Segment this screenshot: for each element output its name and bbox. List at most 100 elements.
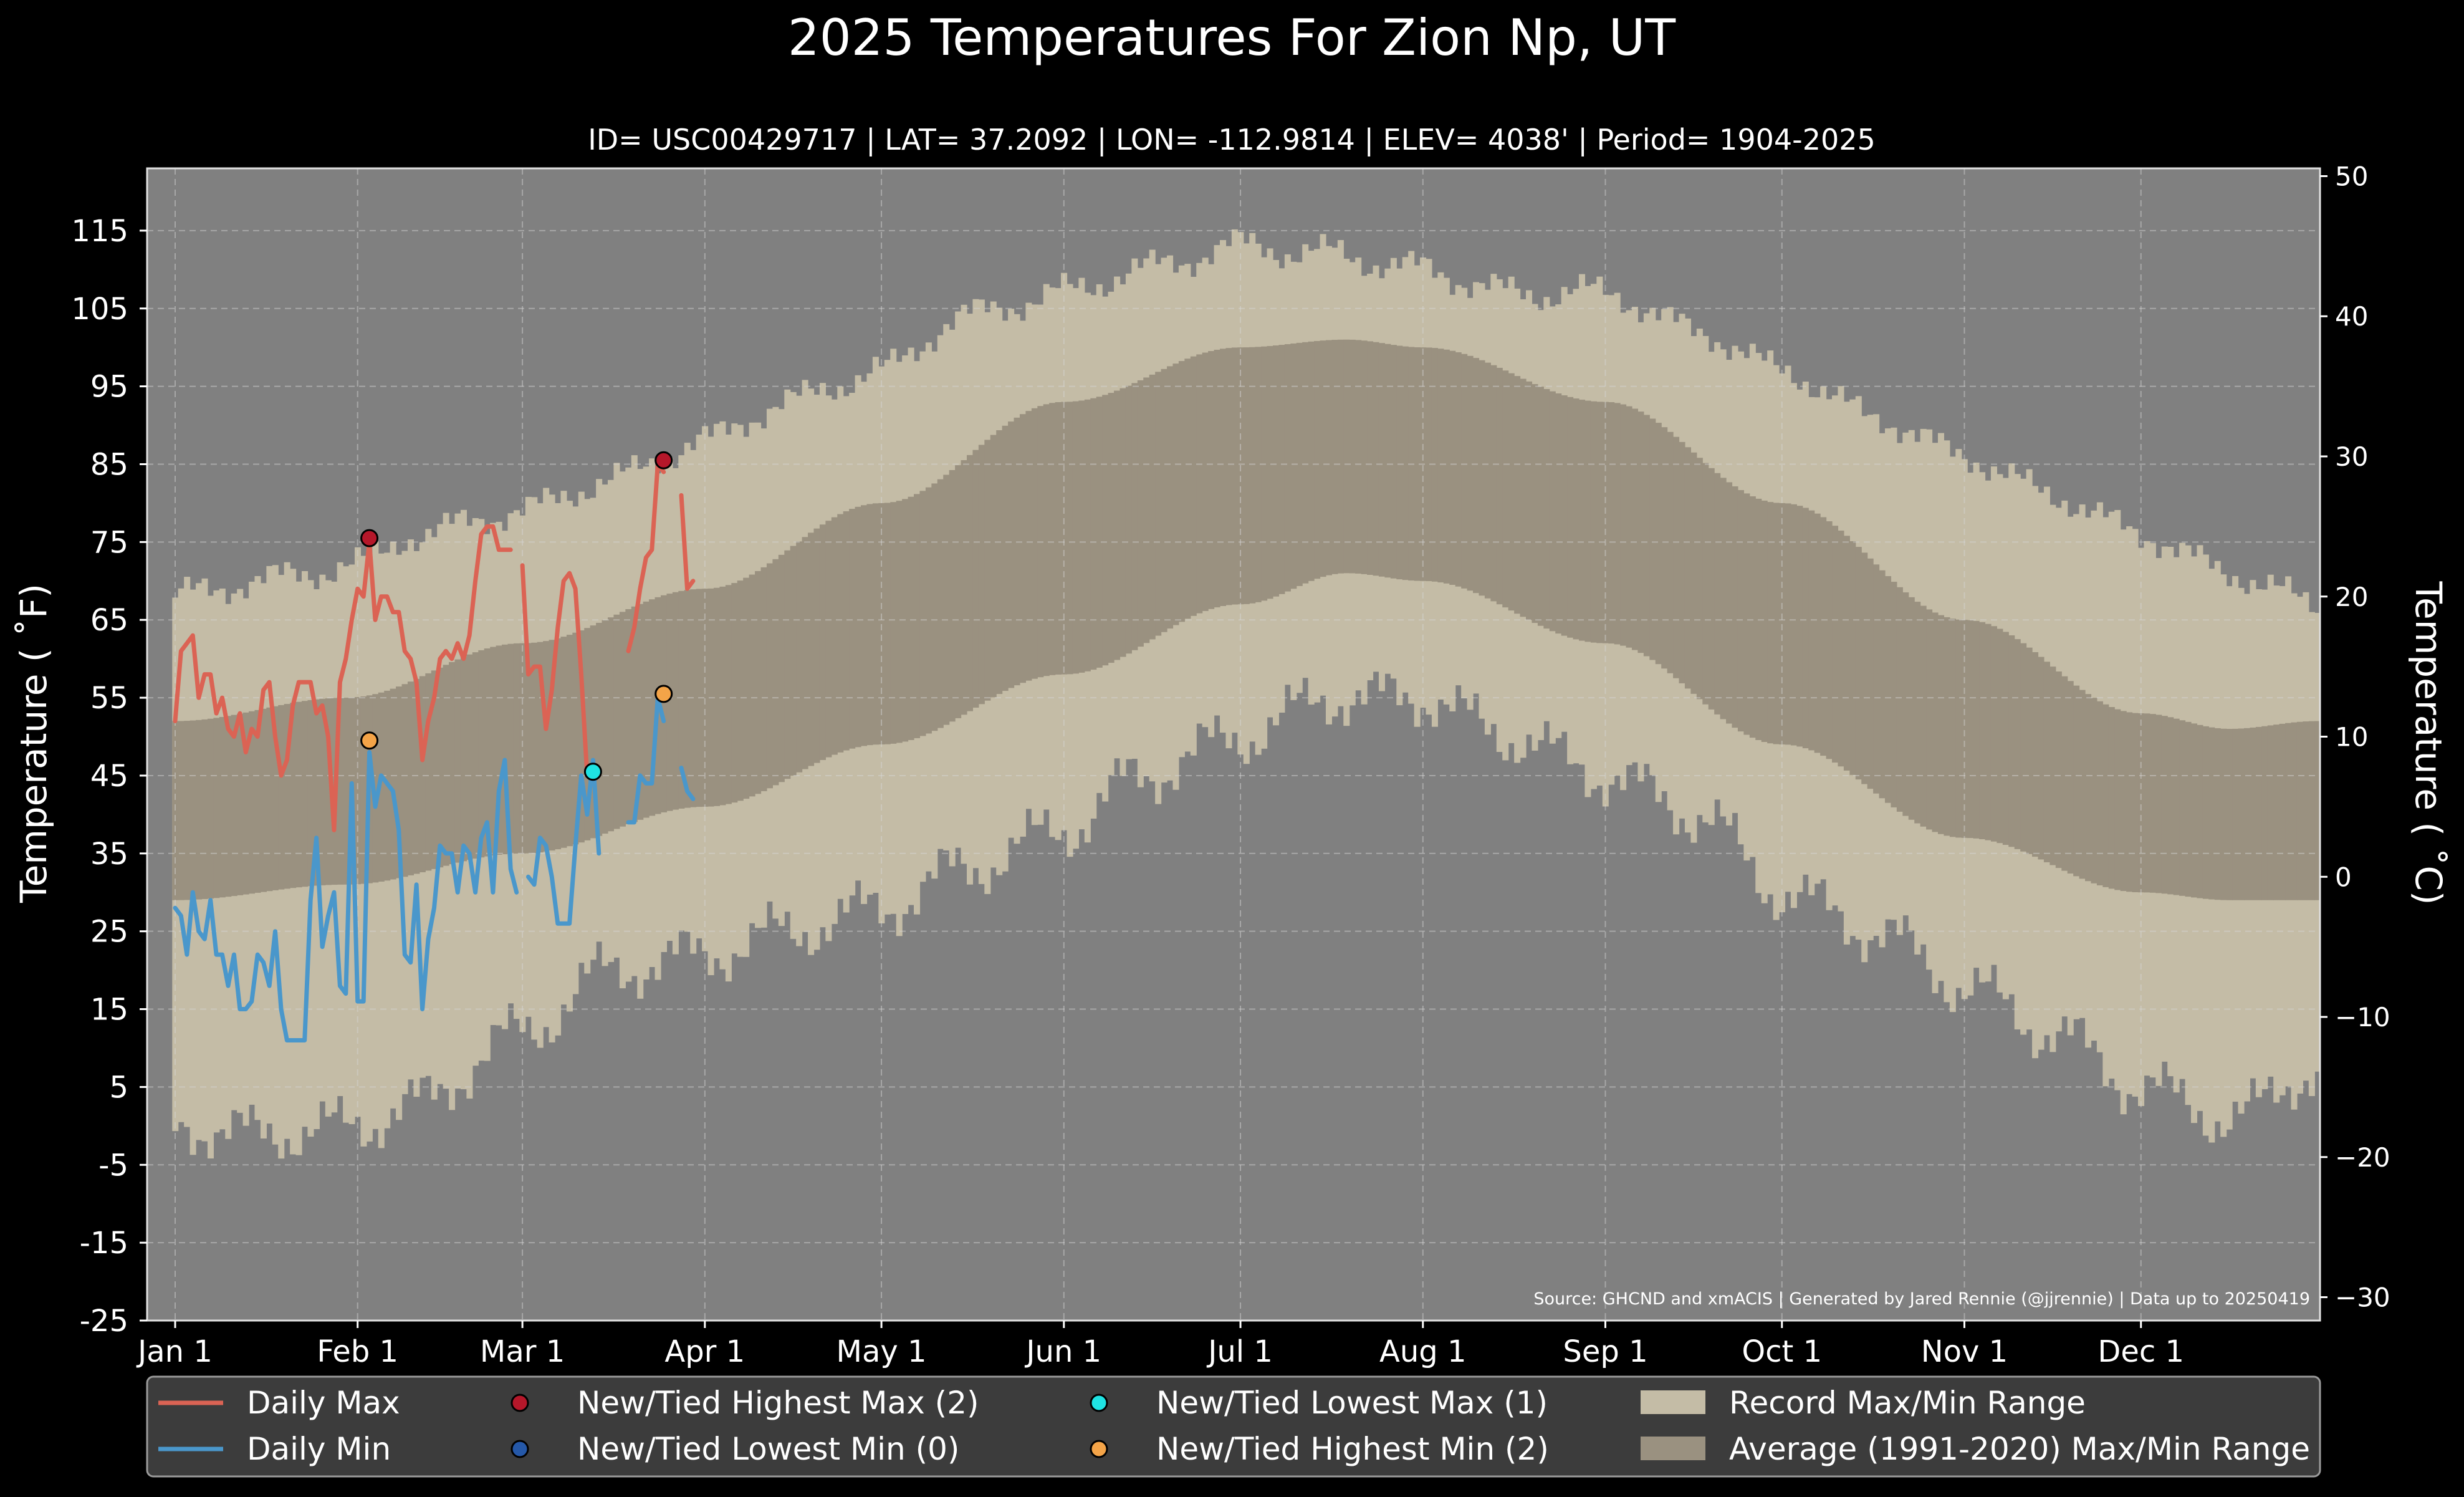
y-right-tick-label: 10 bbox=[2335, 722, 2368, 753]
normal-range-bar bbox=[1973, 620, 1980, 839]
normal-range-bar bbox=[2202, 726, 2209, 899]
normal-range-bar bbox=[225, 716, 232, 897]
normal-range-bar bbox=[1067, 402, 1073, 675]
normal-range-bar bbox=[1237, 347, 1244, 605]
normal-range-bar bbox=[702, 589, 709, 807]
normal-range-bar bbox=[354, 697, 362, 885]
normal-range-bar bbox=[1102, 395, 1109, 666]
normal-range-bar bbox=[1243, 347, 1250, 604]
normal-range-bar bbox=[2261, 726, 2268, 900]
normal-range-bar bbox=[2126, 712, 2133, 892]
normal-range-bar bbox=[1143, 377, 1150, 643]
grid-lines bbox=[147, 168, 2320, 1321]
normal-range-bar bbox=[1820, 517, 1827, 756]
normal-range-bar bbox=[1926, 609, 1933, 830]
normal-range-bar bbox=[1596, 402, 1603, 643]
normal-range-bar bbox=[272, 706, 279, 890]
y-tick-label: -5 bbox=[98, 1148, 128, 1183]
normal-range-bar bbox=[1426, 347, 1432, 582]
y-tick-label: -15 bbox=[80, 1226, 128, 1261]
normal-range-bar bbox=[484, 648, 491, 857]
chart-subtitle: ID= USC00429717 | LAT= 37.2092 | LON= -1… bbox=[588, 123, 1876, 157]
normal-range-bar bbox=[1078, 400, 1085, 673]
normal-range-bar bbox=[1220, 349, 1227, 606]
normal-range-bar bbox=[1873, 564, 1880, 794]
normal-range-bar bbox=[2067, 681, 2074, 874]
normal-range-bar bbox=[1255, 347, 1262, 602]
x-tick-label: Sep 1 bbox=[1563, 1334, 1647, 1369]
normal-range-bar bbox=[1561, 395, 1568, 636]
normal-range-bar bbox=[1814, 513, 1821, 753]
normal-range-bar bbox=[2220, 728, 2227, 900]
normal-range-bar bbox=[507, 643, 514, 854]
normal-range-bar bbox=[1985, 623, 1992, 840]
normal-range-bar bbox=[1826, 521, 1833, 759]
normal-range-bar bbox=[1267, 345, 1273, 599]
chart-title: 2025 Temperatures For Zion Np, UT bbox=[788, 9, 1676, 67]
normal-range-bar bbox=[1555, 393, 1562, 634]
legend-swatch-highest-max bbox=[511, 1394, 529, 1412]
legend-swatch-lowest-max bbox=[1090, 1394, 1108, 1412]
normal-range-bar bbox=[1843, 536, 1850, 771]
normal-range-bar bbox=[1473, 358, 1480, 594]
normal-range-bar bbox=[1225, 348, 1232, 605]
y-right-tick-label: 40 bbox=[2335, 301, 2368, 332]
normal-range-bar bbox=[1378, 343, 1385, 577]
normal-range-bar bbox=[1737, 490, 1744, 732]
normal-range-bar bbox=[1420, 347, 1427, 581]
normal-range-bar bbox=[1467, 355, 1474, 591]
normal-range-bar bbox=[937, 479, 944, 728]
normal-range-bar bbox=[401, 684, 408, 877]
normal-range-bar bbox=[1278, 345, 1285, 594]
normal-range-bar bbox=[278, 705, 285, 890]
normal-range-bar bbox=[1838, 531, 1844, 767]
legend: Daily Max New/Tied Highest Max (2) New/Tie… bbox=[146, 1375, 2321, 1478]
normal-range-bar bbox=[2043, 662, 2050, 862]
y-right-tick-label: −20 bbox=[2335, 1142, 2390, 1173]
legend-label: Average (1991-2020) Max/Min Range bbox=[1729, 1431, 2310, 1467]
normal-range-bar bbox=[1755, 498, 1762, 740]
x-tick-label: May 1 bbox=[837, 1334, 927, 1369]
normal-range-bar bbox=[2114, 709, 2121, 890]
normal-range-bar bbox=[725, 585, 732, 804]
y-right-tick-label: −10 bbox=[2335, 1002, 2390, 1032]
normal-range-bar bbox=[525, 643, 532, 854]
normal-range-bar bbox=[2061, 676, 2068, 871]
normal-range-bar bbox=[1520, 378, 1527, 617]
normal-range-bar bbox=[1578, 400, 1586, 641]
normal-range-bar bbox=[1708, 468, 1715, 710]
normal-range-bar bbox=[919, 491, 926, 736]
normal-range-bar bbox=[1084, 399, 1091, 671]
normal-range-bar bbox=[1608, 402, 1615, 644]
normal-range-bar bbox=[643, 601, 650, 818]
normal-range-bar bbox=[613, 614, 620, 829]
normal-range-bar bbox=[2279, 723, 2286, 900]
normal-range-bar bbox=[1284, 344, 1291, 592]
normal-range-bar bbox=[343, 698, 350, 885]
normal-range-bar bbox=[1249, 347, 1256, 604]
normal-range-bar bbox=[890, 502, 897, 744]
normal-range-bar bbox=[861, 505, 868, 746]
normal-range-bar bbox=[760, 567, 767, 791]
normal-range-bar bbox=[1655, 423, 1662, 665]
normal-range-bar bbox=[1779, 503, 1786, 744]
normal-range-bar bbox=[1055, 402, 1062, 675]
normal-range-bar bbox=[707, 588, 714, 807]
y-tick-label: 35 bbox=[90, 837, 128, 872]
normal-range-bar bbox=[537, 642, 544, 853]
normal-range-bar bbox=[1908, 597, 1915, 820]
normal-range-bar bbox=[1573, 398, 1580, 640]
normal-range-bar bbox=[231, 715, 237, 897]
normal-range-bar bbox=[972, 450, 979, 708]
normal-range-bar bbox=[1408, 347, 1415, 581]
normal-range-bar bbox=[2267, 725, 2274, 900]
normal-range-bar bbox=[1673, 436, 1680, 678]
normal-range-bar bbox=[1549, 391, 1556, 632]
normal-range-bar bbox=[2226, 729, 2233, 900]
normal-range-bar bbox=[1643, 415, 1650, 657]
normal-range-bar bbox=[1884, 576, 1892, 803]
normal-range-bar bbox=[1361, 340, 1368, 574]
normal-range-bar bbox=[825, 521, 832, 758]
normal-range-bar bbox=[472, 652, 479, 859]
